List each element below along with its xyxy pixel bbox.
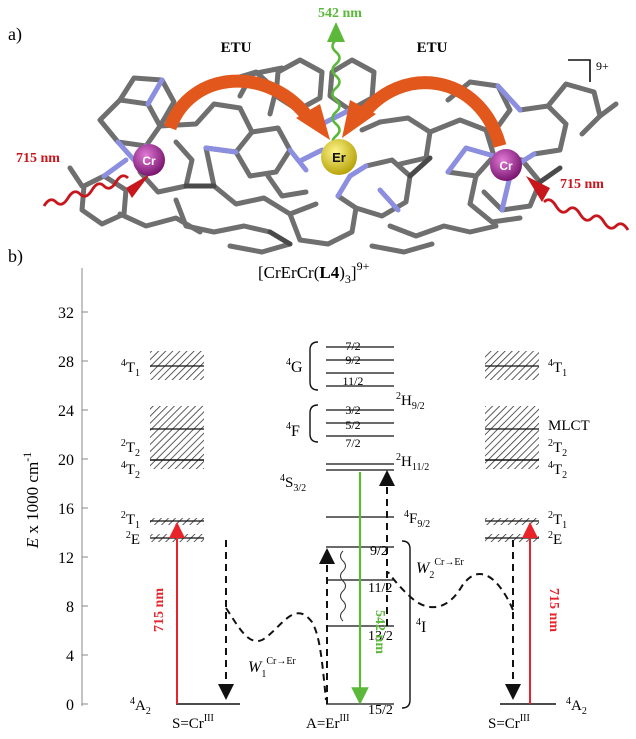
right-excitation-label: 715 nm [546, 588, 561, 632]
red-excitation-wave-right [526, 176, 630, 231]
y-tick-label: 8 [66, 599, 74, 616]
red-excitation-wave-left [42, 174, 150, 207]
panel-b-label: b) [8, 246, 23, 267]
right-t2-band [485, 406, 539, 469]
transfer-label-w1: W1Cr→Er [248, 656, 296, 680]
svg-text:Er: Er [332, 150, 346, 165]
green-emission-wave [327, 22, 345, 149]
panel-a: a) [8, 6, 630, 255]
left-label-4t1: 4T1 [121, 358, 140, 379]
svg-text:Cr: Cr [499, 159, 513, 173]
label-4i-15-2: 15/2 [368, 703, 393, 718]
y-tick-label: 16 [58, 501, 74, 518]
y-axis-label: E x 1000 cm-1 [20, 452, 42, 549]
left-column-label: S=CrIII [172, 713, 214, 732]
right-label-2e: 2E [548, 530, 562, 548]
cr-atom-left: Cr [133, 144, 165, 176]
y-tick-label: 20 [58, 452, 74, 469]
center-er-labels: 4G 7/2 9/2 11/2 2H9/2 4F 3/2 5/2 7/2 2H1… [280, 339, 430, 718]
label-4i: 4I [416, 617, 426, 636]
left-cr-column: 4T1 2T2 4T2 2T1 2E 4A2 715 nm S=CrIII [121, 351, 240, 732]
right-cr-column: 4T1 MLCT 2T2 4T2 2T1 2E 4A2 715 nm S=CrI… [485, 351, 590, 732]
right-label-2t2: 2T2 [548, 438, 567, 459]
right-column-label: S=CrIII [488, 713, 530, 732]
etu-arrow-left [163, 74, 330, 140]
diagram-title: [CrErCr(L4)3]9+ [258, 259, 370, 286]
center-column-label: A=ErIII [306, 713, 349, 732]
y-tick-label: 32 [58, 305, 74, 322]
cr-atom-right: Cr [490, 149, 522, 181]
transfer-label-w2: W2Cr→Er [416, 557, 464, 581]
left-label-4a2: 4A2 [130, 696, 151, 717]
right-label-2t1: 2T1 [548, 510, 567, 531]
left-label-2t2: 2T2 [121, 438, 140, 459]
transfer-curve-right [387, 571, 514, 611]
label-4s32: 4S3/2 [280, 473, 306, 494]
excitation-label-right: 715 nm [560, 177, 604, 192]
emission-label: 542 nm [372, 610, 387, 654]
left-t2-band [150, 406, 204, 469]
label-4f: 4F [286, 421, 300, 440]
emission-label-542: 542 nm [318, 6, 362, 21]
label-4g-9-2: 9/2 [345, 353, 360, 367]
svg-text:Cr: Cr [142, 154, 156, 168]
charge-label: 9+ [596, 59, 609, 73]
er-atom: Er [321, 139, 357, 175]
label-2h112: 2H11/2 [396, 452, 429, 473]
left-label-4t2: 4T2 [121, 460, 140, 481]
y-tick-label: 0 [66, 697, 74, 714]
y-tick-label: 12 [58, 550, 74, 567]
y-tick-label: 24 [58, 403, 74, 420]
label-4i-11-2: 11/2 [368, 581, 392, 596]
label-2h92: 2H9/2 [396, 391, 425, 412]
transfer-curve-left [225, 607, 327, 701]
etu-label-right: ETU [417, 40, 448, 56]
etu-label-left: ETU [221, 40, 252, 56]
label-4f-7-2: 7/2 [345, 436, 360, 450]
excitation-label-left: 715 nm [16, 151, 60, 166]
label-4i-13-2: 13/2 [368, 629, 393, 644]
left-label-2e: 2E [126, 530, 140, 548]
left-excitation-label: 715 nm [152, 588, 167, 632]
right-label-4a2: 4A2 [566, 696, 587, 717]
label-4f92: 4F9/2 [404, 509, 430, 530]
right-label-mlct: MLCT [548, 418, 590, 434]
etu-arrow-right [342, 76, 507, 148]
label-4i-9-2: 9/2 [370, 544, 388, 559]
right-label-4t1: 4T1 [548, 358, 567, 379]
label-4g: 4G [286, 357, 303, 376]
label-4g-7-2: 7/2 [345, 339, 360, 353]
nonradiative-wave-icon [340, 550, 346, 622]
center-er-brackets [309, 341, 411, 709]
label-4g-11-2: 11/2 [343, 374, 364, 388]
y-tick-label: 28 [58, 354, 74, 371]
left-label-2t1: 2T1 [121, 510, 140, 531]
label-4f-5-2: 5/2 [345, 418, 360, 432]
y-tick-label: 4 [66, 648, 74, 665]
panel-a-label: a) [8, 24, 22, 45]
y-axis-ticks: 0 4 8 12 16 20 24 28 32 [58, 305, 88, 714]
right-label-4t2: 4T2 [548, 460, 567, 481]
label-4f-3-2: 3/2 [345, 403, 360, 417]
panel-b: b) [CrErCr(L4)3]9+ 0 4 8 12 16 20 24 28 32 E x 1… [8, 246, 590, 732]
charge-bracket [568, 59, 591, 82]
